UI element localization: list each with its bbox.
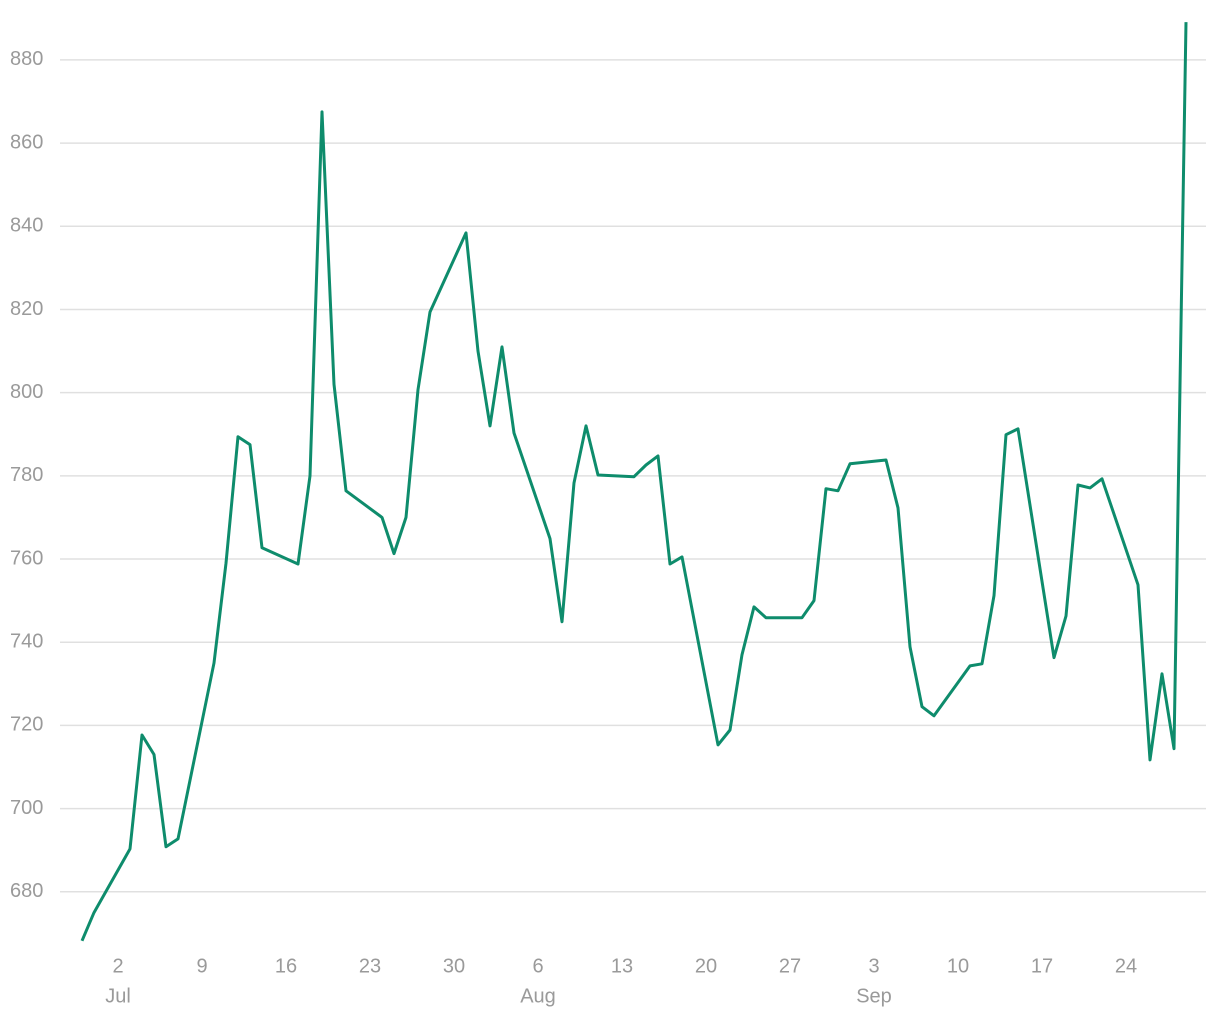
y-tick-label: 860	[10, 131, 43, 153]
line-series	[80, 22, 1188, 942]
x-tick-label: 2	[112, 955, 123, 977]
x-month-label: Aug	[520, 985, 556, 1007]
x-month-label: Sep	[856, 985, 892, 1007]
x-tick-label: 30	[443, 955, 465, 977]
y-tick-label: 780	[10, 464, 43, 486]
y-tick-label: 740	[10, 630, 43, 652]
y-tick-label: 800	[10, 381, 43, 403]
y-tick-label: 680	[10, 880, 43, 902]
x-tick-label: 10	[947, 955, 969, 977]
x-tick-label: 13	[611, 955, 633, 977]
y-tick-label: 820	[10, 298, 43, 320]
x-tick-label: 24	[1115, 955, 1137, 977]
y-tick-label: 840	[10, 215, 43, 237]
x-tick-label: 9	[196, 955, 207, 977]
y-tick-label: 700	[10, 797, 43, 819]
x-tick-label: 17	[1031, 955, 1053, 977]
x-tick-label: 6	[532, 955, 543, 977]
x-tick-label: 23	[359, 955, 381, 977]
y-tick-label: 880	[10, 48, 43, 70]
x-tick-label: 16	[275, 955, 297, 977]
x-tick-label: 3	[868, 955, 879, 977]
x-tick-label: 27	[779, 955, 801, 977]
x-month-label: Jul	[105, 985, 131, 1007]
y-tick-label: 720	[10, 714, 43, 736]
y-tick-label: 760	[10, 547, 43, 569]
x-tick-label: 20	[695, 955, 717, 977]
